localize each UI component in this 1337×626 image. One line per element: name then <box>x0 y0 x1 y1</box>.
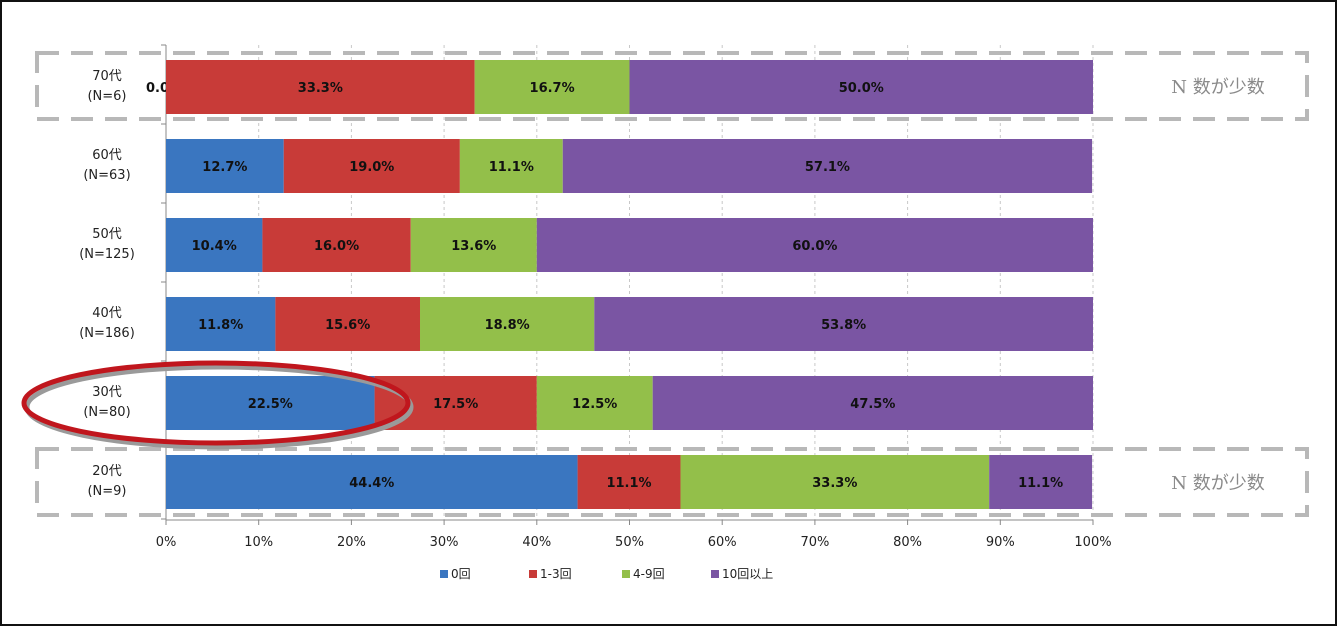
bar-value-label: 33.3% <box>812 476 857 491</box>
bar-value-label: 60.0% <box>792 239 837 254</box>
bar-value-label: 19.0% <box>349 160 394 175</box>
category-count-label: (N=186) <box>79 326 135 341</box>
bar-segment <box>419 297 595 351</box>
bar-value-label: 47.5% <box>850 397 895 412</box>
x-tick-label: 20% <box>337 535 366 550</box>
legend-swatch <box>622 570 630 578</box>
bar-value-label: 13.6% <box>451 239 496 254</box>
bar-value-label: 53.8% <box>821 318 866 333</box>
category-label: 20代 <box>92 464 122 479</box>
legend-swatch <box>529 570 537 578</box>
x-tick-label: 0% <box>156 535 177 550</box>
category-count-label: (N=80) <box>83 405 130 420</box>
legend-swatch <box>440 570 448 578</box>
x-tick-label: 80% <box>893 535 922 550</box>
bar-segment <box>562 139 1093 193</box>
legend-label: 10回以上 <box>722 567 773 581</box>
bar-segment <box>629 60 1093 114</box>
x-tick-label: 40% <box>522 535 551 550</box>
bar-segment <box>262 218 411 272</box>
bar-segment <box>474 60 630 114</box>
bar-segment <box>166 297 276 351</box>
bar-segment <box>275 297 420 351</box>
bar-segment <box>536 218 1093 272</box>
category-label: 40代 <box>92 306 122 321</box>
bar-value-label: 12.5% <box>572 397 617 412</box>
category-label: 60代 <box>92 148 122 163</box>
x-tick-label: 90% <box>986 535 1015 550</box>
x-tick-label: 50% <box>615 535 644 550</box>
highlight-ellipse <box>21 360 411 446</box>
bar-value-label: 57.1% <box>805 160 850 175</box>
low-n-note: N 数が少数 <box>1171 473 1264 494</box>
bar-value-label: 11.1% <box>489 160 534 175</box>
bar-segment <box>652 376 1093 430</box>
bar-segment <box>166 139 284 193</box>
category-count-label: (N=9) <box>87 484 126 499</box>
category-label: 30代 <box>92 385 122 400</box>
low-n-box <box>35 447 1309 517</box>
bar-segment <box>166 218 263 272</box>
bar-segment <box>410 218 537 272</box>
bar-value-label: 18.8% <box>485 318 530 333</box>
legend-swatch <box>711 570 719 578</box>
bar-value-label: 11.1% <box>1018 476 1063 491</box>
bar-segment <box>536 376 653 430</box>
legend-label: 1-3回 <box>540 567 572 581</box>
x-tick-label: 100% <box>1074 535 1111 550</box>
low-n-box <box>35 51 1309 121</box>
bar-value-label: 12.7% <box>202 160 247 175</box>
bar-value-label: 33.3% <box>298 81 343 96</box>
bar-value-label: 11.8% <box>198 318 243 333</box>
x-tick-label: 30% <box>430 535 459 550</box>
bar-segment <box>680 455 990 509</box>
bar-segment <box>594 297 1093 351</box>
bar-segment <box>459 139 563 193</box>
bar-value-label: 16.7% <box>530 81 575 96</box>
bar-value-label: 10.4% <box>192 239 237 254</box>
bar-segment <box>166 376 375 430</box>
x-tick-label: 60% <box>708 535 737 550</box>
legend-label: 4-9回 <box>633 567 665 581</box>
category-label: 70代 <box>92 69 122 84</box>
bar-value-label: 15.6% <box>325 318 370 333</box>
x-tick-label: 10% <box>244 535 273 550</box>
bar-value-label: 22.5% <box>248 397 293 412</box>
category-count-label: (N=63) <box>83 168 130 183</box>
bar-value-label: 16.0% <box>314 239 359 254</box>
bar-segment <box>283 139 460 193</box>
bar-segment <box>989 455 1093 509</box>
bar-segment <box>577 455 681 509</box>
bar-value-label: 44.4% <box>349 476 394 491</box>
bar-segment <box>166 60 475 114</box>
bar-segment <box>166 455 578 509</box>
category-count-label: (N=125) <box>79 247 135 262</box>
category-count-label: (N=6) <box>87 89 126 104</box>
bar-value-label: 17.5% <box>433 397 478 412</box>
bar-value-label: 50.0% <box>839 81 884 96</box>
x-tick-label: 70% <box>800 535 829 550</box>
bar-value-label: 11.1% <box>606 476 651 491</box>
category-label: 50代 <box>92 227 122 242</box>
low-n-note: N 数が少数 <box>1171 77 1264 98</box>
legend-label: 0回 <box>451 567 471 581</box>
